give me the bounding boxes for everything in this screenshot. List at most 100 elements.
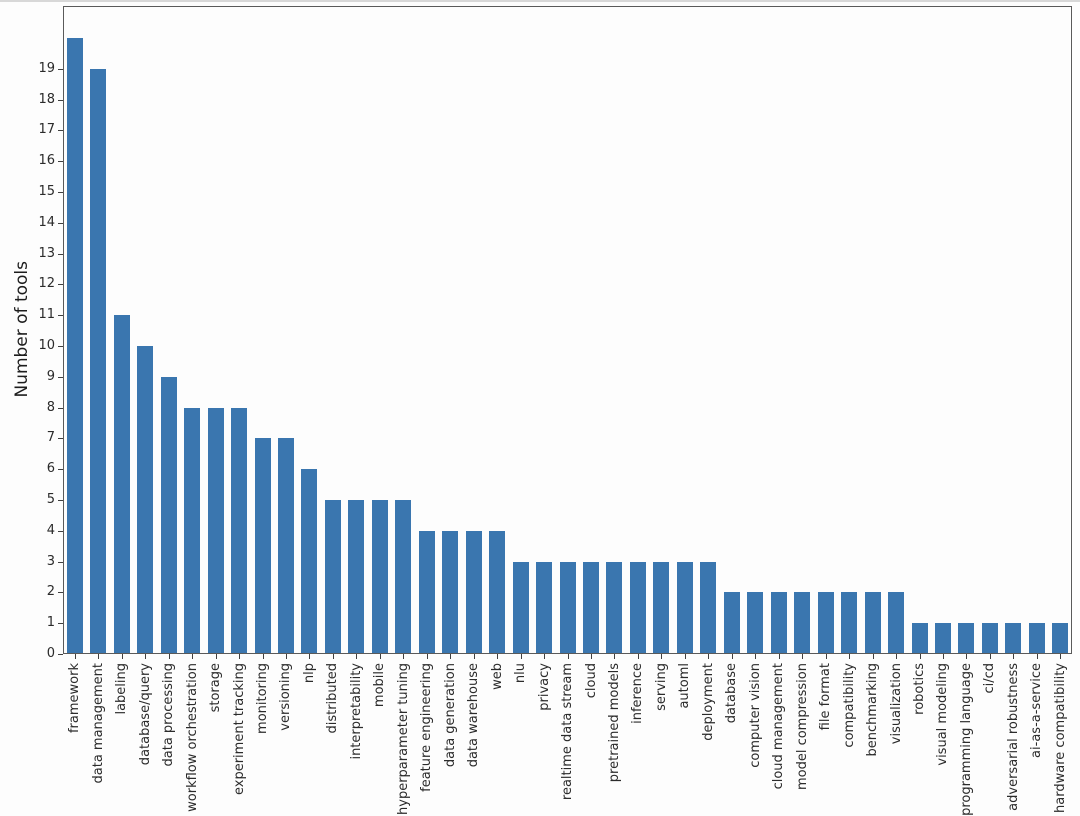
x-tick-mark xyxy=(450,654,452,659)
x-tick-mark xyxy=(215,654,217,659)
y-tick-label: 5 xyxy=(46,492,55,507)
x-tick-label: automl xyxy=(677,663,693,709)
y-tick-label: 12 xyxy=(38,276,55,292)
y-tick-label: 7 xyxy=(46,430,55,446)
x-tick-label: mobile xyxy=(372,663,388,708)
y-tick-mark xyxy=(58,161,63,163)
x-tick-label: visualization xyxy=(888,663,904,745)
x-tick-label: compatibility xyxy=(841,663,857,748)
x-tick-label: experiment tracking xyxy=(231,663,247,795)
x-tick-label: serving xyxy=(653,663,669,711)
x-tick-label: data processing xyxy=(161,663,177,767)
bar xyxy=(1052,623,1069,654)
bar xyxy=(888,592,904,654)
y-tick-label: 17 xyxy=(38,122,55,138)
x-tick-label: framework xyxy=(67,663,83,734)
x-tick-mark xyxy=(989,654,991,659)
x-tick-label: labeling xyxy=(114,663,130,715)
y-tick-mark xyxy=(58,253,63,255)
bar xyxy=(277,438,294,654)
bar xyxy=(371,500,388,654)
x-tick-label: monitoring xyxy=(255,663,270,734)
bar xyxy=(418,530,435,654)
y-tick-mark xyxy=(58,315,63,317)
y-tick-label: 13 xyxy=(38,245,55,261)
x-tick-label: nlp xyxy=(301,663,317,684)
bar xyxy=(841,592,858,654)
bar xyxy=(137,346,154,654)
y-tick-label: 9 xyxy=(46,368,55,384)
bar xyxy=(629,561,646,654)
x-tick-mark xyxy=(567,654,569,659)
bar xyxy=(1005,623,1022,654)
x-tick-mark xyxy=(778,654,780,659)
bar xyxy=(794,592,811,654)
x-tick-mark xyxy=(473,654,475,659)
bar xyxy=(489,530,506,654)
plot-area xyxy=(63,6,1072,654)
x-tick-mark xyxy=(145,654,147,659)
x-tick-mark xyxy=(637,654,639,659)
bar xyxy=(1028,623,1045,654)
y-tick-mark xyxy=(58,654,63,655)
y-tick-mark xyxy=(58,130,63,132)
x-tick-label: benchmarking xyxy=(865,663,880,757)
x-tick-label: data generation xyxy=(442,663,458,768)
x-tick-mark xyxy=(755,654,757,659)
x-tick-mark xyxy=(802,654,804,659)
bar xyxy=(747,592,764,654)
x-tick-mark xyxy=(825,654,827,659)
x-tick-label: storage xyxy=(208,663,223,713)
bar xyxy=(981,623,998,654)
bar xyxy=(958,623,975,654)
y-tick-mark xyxy=(58,346,63,347)
bar xyxy=(512,561,529,654)
bar xyxy=(465,530,482,654)
bar xyxy=(911,623,928,654)
y-tick-mark xyxy=(58,438,63,440)
bar xyxy=(160,376,177,654)
y-tick-mark xyxy=(58,469,63,471)
bar xyxy=(606,561,623,654)
x-tick-mark xyxy=(942,654,944,659)
x-tick-label: web xyxy=(489,663,505,690)
x-tick-label: programming language xyxy=(958,663,974,816)
x-tick-mark xyxy=(285,654,287,659)
x-tick-label: hardware compatibility xyxy=(1052,663,1068,813)
y-tick-mark xyxy=(58,407,63,409)
x-tick-mark xyxy=(356,654,358,659)
y-tick-mark xyxy=(58,592,63,594)
x-tick-mark xyxy=(708,654,710,659)
bar xyxy=(817,592,834,654)
y-tick-label: 0 xyxy=(46,646,55,661)
y-tick-label: 8 xyxy=(46,399,55,415)
x-tick-label: adversarial robustness xyxy=(1005,663,1021,811)
y-tick-label: 6 xyxy=(46,461,55,477)
x-tick-label: ci/cd xyxy=(982,663,998,694)
x-tick-mark xyxy=(1013,654,1015,659)
bar xyxy=(723,592,740,654)
x-tick-label: data warehouse xyxy=(466,663,482,768)
bar xyxy=(90,68,107,654)
x-tick-mark xyxy=(919,654,921,659)
bar xyxy=(113,315,130,654)
y-tick-mark xyxy=(58,222,63,224)
bar xyxy=(770,592,787,654)
x-tick-mark xyxy=(403,654,405,659)
x-tick-label: file format xyxy=(818,663,834,731)
bar xyxy=(66,38,83,654)
x-tick-mark xyxy=(426,654,428,659)
x-tick-label: cloud xyxy=(583,663,599,699)
y-tick-mark xyxy=(58,500,63,501)
x-tick-mark xyxy=(379,654,381,659)
x-tick-mark xyxy=(966,654,968,659)
y-tick-mark xyxy=(58,530,63,532)
x-tick-label: realtime data stream xyxy=(560,663,575,801)
x-tick-label: model compression xyxy=(794,663,810,791)
bar xyxy=(676,561,693,654)
x-tick-mark xyxy=(849,654,851,659)
x-tick-mark xyxy=(262,654,264,659)
bar xyxy=(934,623,951,654)
bar xyxy=(207,407,224,654)
y-tick-mark xyxy=(58,99,63,101)
